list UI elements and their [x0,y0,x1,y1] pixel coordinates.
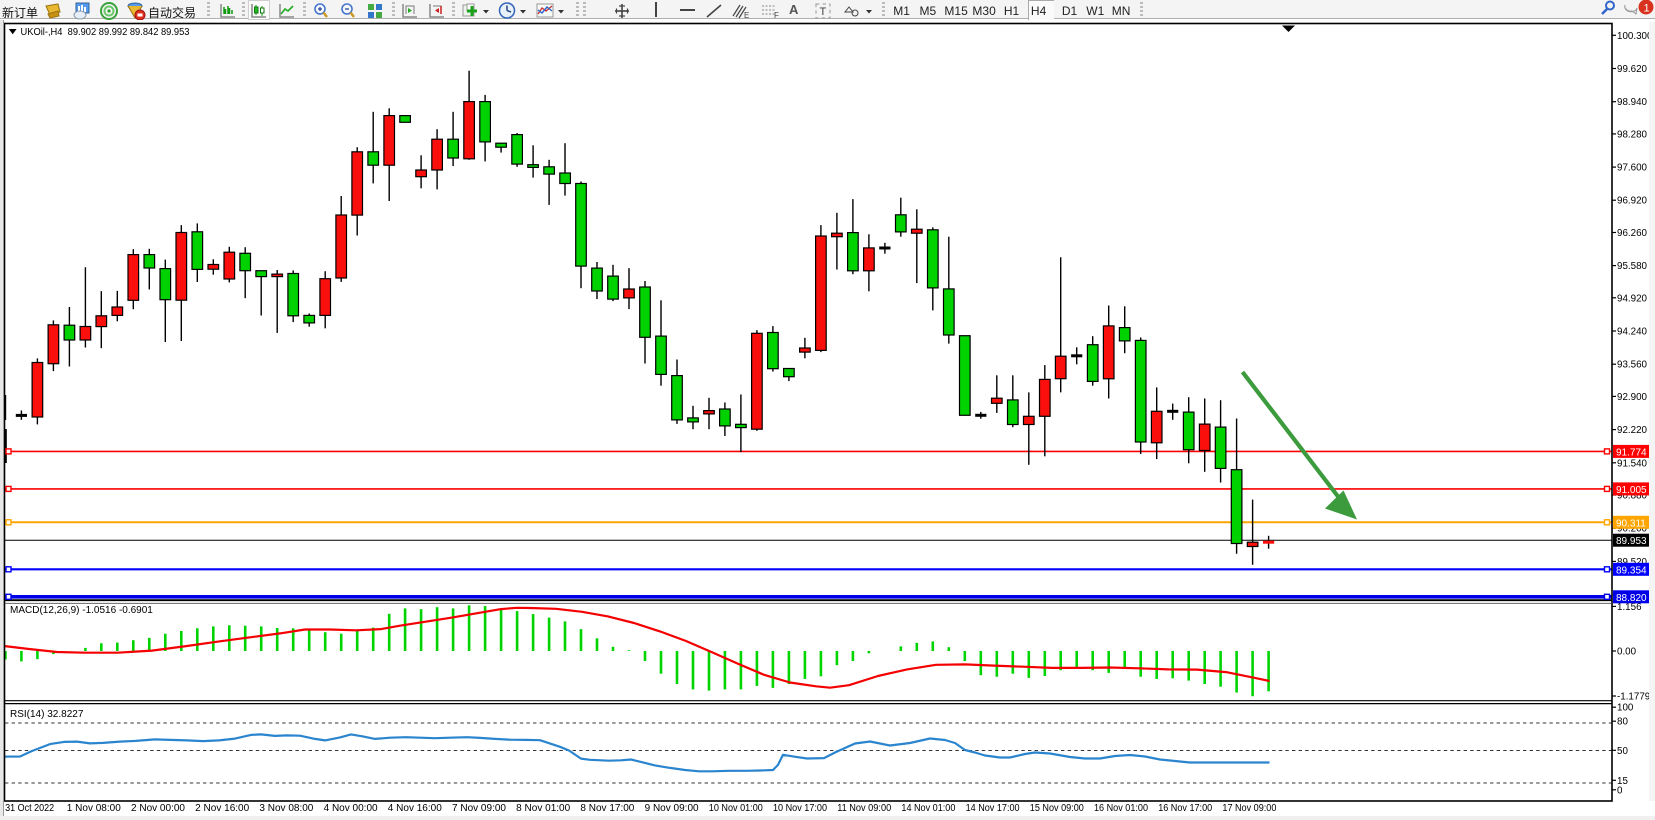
svg-text:1.156: 1.156 [1617,602,1642,613]
svg-text:89.953: 89.953 [1616,536,1647,547]
svg-text:8 Nov 01:00: 8 Nov 01:00 [516,803,570,814]
svg-text:99.620: 99.620 [1617,64,1648,75]
svg-text:1 Nov 08:00: 1 Nov 08:00 [67,803,121,814]
svg-text:E: E [744,11,749,20]
svg-text:T: T [820,6,827,18]
svg-text:89.520: 89.520 [1617,557,1648,568]
svg-text:3 Nov 08:00: 3 Nov 08:00 [259,803,313,814]
svg-text:91.005: 91.005 [1616,485,1647,496]
svg-text:89.354: 89.354 [1616,565,1647,576]
svg-text:8 Nov 17:00: 8 Nov 17:00 [580,803,634,814]
svg-text:94.240: 94.240 [1617,327,1648,338]
svg-text:90.200: 90.200 [1617,524,1648,535]
svg-text:93.560: 93.560 [1617,360,1648,371]
svg-text:14 Nov 17:00: 14 Nov 17:00 [966,803,1020,814]
svg-text:97.600: 97.600 [1617,163,1648,174]
svg-text:50: 50 [1617,746,1628,757]
svg-text:UKOil-,H4 89.902 89.992 89.84: UKOil-,H4 89.902 89.992 89.842 89.953 [21,27,190,38]
svg-text:15: 15 [1617,776,1628,787]
svg-text:92.220: 92.220 [1617,425,1648,436]
svg-text:9 Nov 09:00: 9 Nov 09:00 [645,803,699,814]
svg-text:16 Nov 01:00: 16 Nov 01:00 [1094,803,1148,814]
svg-text:31 Oct 2022: 31 Oct 2022 [5,803,54,814]
svg-text:7 Nov 09:00: 7 Nov 09:00 [452,803,506,814]
svg-text:10 Nov 01:00: 10 Nov 01:00 [709,803,763,814]
svg-text:15 Nov 09:00: 15 Nov 09:00 [1030,803,1084,814]
svg-text:0: 0 [1617,785,1623,796]
svg-text:88.820: 88.820 [1616,593,1647,604]
svg-text:4 Nov 16:00: 4 Nov 16:00 [388,803,442,814]
svg-text:100.300: 100.300 [1617,31,1653,42]
svg-text:98.280: 98.280 [1617,129,1648,140]
svg-text:94.920: 94.920 [1617,293,1648,304]
svg-text:90.880: 90.880 [1617,491,1648,502]
svg-text:4 Nov 00:00: 4 Nov 00:00 [324,803,378,814]
svg-text:1: 1 [1644,3,1650,15]
svg-text:96.260: 96.260 [1617,228,1648,239]
svg-text:10 Nov 17:00: 10 Nov 17:00 [773,803,827,814]
svg-text:95.580: 95.580 [1617,261,1648,272]
svg-text:11 Nov 09:00: 11 Nov 09:00 [837,803,891,814]
svg-text:16 Nov 17:00: 16 Nov 17:00 [1158,803,1212,814]
svg-text:92.900: 92.900 [1617,392,1648,403]
svg-text:2 Nov 00:00: 2 Nov 00:00 [131,803,185,814]
svg-text:14 Nov 01:00: 14 Nov 01:00 [901,803,955,814]
svg-text:MACD(12,26,9) -1.0516 -0.6901: MACD(12,26,9) -1.0516 -0.6901 [10,605,153,616]
svg-text:-1.1779: -1.1779 [1617,692,1650,703]
svg-text:91.774: 91.774 [1616,447,1647,458]
svg-text:98.940: 98.940 [1617,97,1648,108]
svg-text:80: 80 [1617,717,1628,728]
svg-text:100: 100 [1617,703,1634,714]
svg-text:2 Nov 16:00: 2 Nov 16:00 [195,803,249,814]
svg-text:0.00: 0.00 [1617,647,1637,658]
svg-text:90.311: 90.311 [1616,518,1646,529]
svg-text:RSI(14) 32.8227: RSI(14) 32.8227 [10,709,84,720]
svg-text:17 Nov 09:00: 17 Nov 09:00 [1222,803,1276,814]
svg-text:91.540: 91.540 [1617,458,1648,469]
svg-text:96.920: 96.920 [1617,196,1648,207]
svg-text:F: F [774,11,779,20]
